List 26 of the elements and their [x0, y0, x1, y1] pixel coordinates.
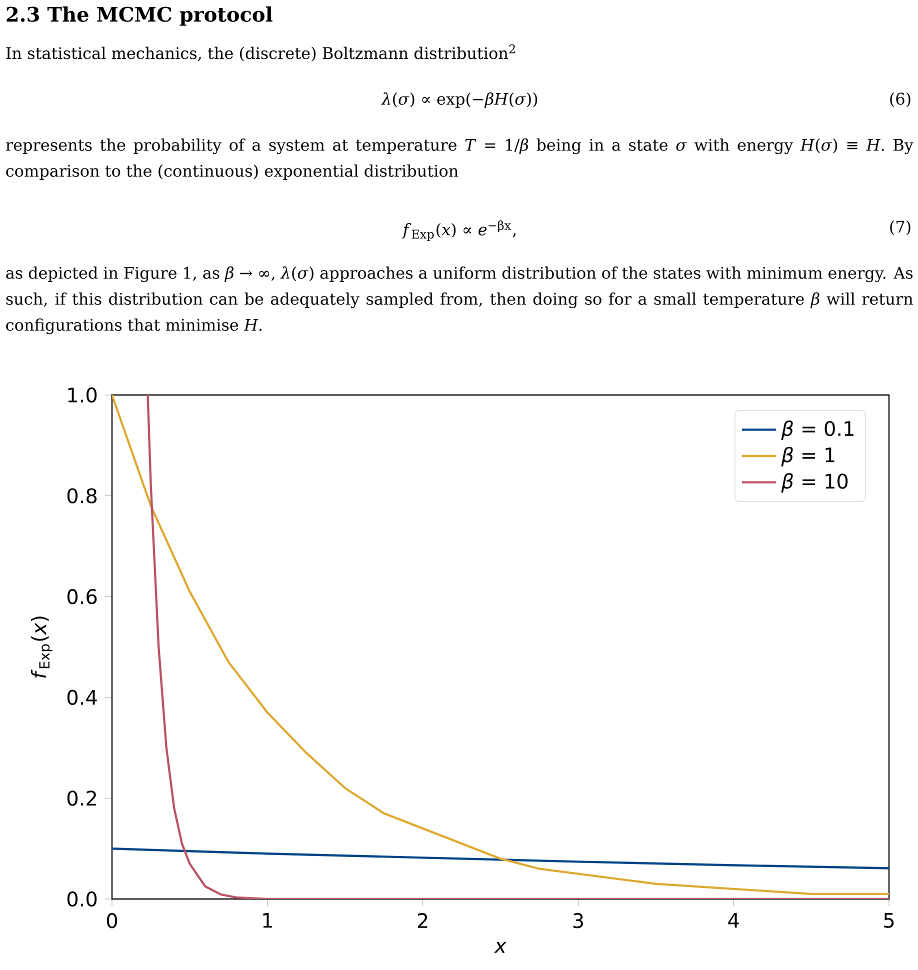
x-tick-label: 5: [884, 913, 894, 928]
x-axis-title: x: [494, 942, 507, 953]
y-tick-label: 0.0: [67, 891, 97, 907]
text: λ(σ) ∝ exp(−βH(σ)): [381, 92, 538, 108]
line-series: [112, 848, 889, 870]
y-tick-label: 0.4: [67, 690, 97, 705]
x-tick-label: 3: [573, 913, 583, 928]
chart-title: 2.3 The MCMC protocol: [6, 6, 272, 26]
text: (6): [890, 92, 910, 108]
text: (7): [890, 220, 910, 236]
x-tick-label: 4: [728, 913, 739, 928]
y-tick-label: 1.0: [68, 387, 97, 403]
y-tick-label: 0.2: [67, 790, 96, 806]
y-axis-title: f$_{Exp}$(x): [30, 616, 52, 678]
x-tick-label: 0: [106, 913, 118, 928]
text: f$_{Exp}$(x) ∝ e$^{−βx}$,: [402, 220, 516, 241]
legend-label: β = 0.1: [781, 420, 854, 440]
y-tick-label: 0.6: [67, 589, 97, 604]
legend-label: β = 1: [781, 446, 834, 466]
x-tick-label: 1: [263, 913, 272, 928]
y-tick-label: 0.8: [67, 488, 97, 504]
x-tick-label: 2: [418, 913, 428, 928]
text: as depicted in Figure 1, as β → ∞, λ(σ) approaches a uniform distribution of the states with minimum energy. As such, if this distribution can be adequately sampled from, then doing so for a small temperature β will return configurations that minimise H.: [6, 266, 913, 334]
legend-label: β = 10: [781, 473, 848, 493]
text: In statistical mechanics, the (discrete) Boltzmann distribution$^{2}$: [6, 44, 515, 62]
text: represents the probability of a system at temperature T = 1/β being in a state σ with energy H(σ) ≡ H. By comparison to the (continuous) exponential distribution: [6, 138, 914, 180]
